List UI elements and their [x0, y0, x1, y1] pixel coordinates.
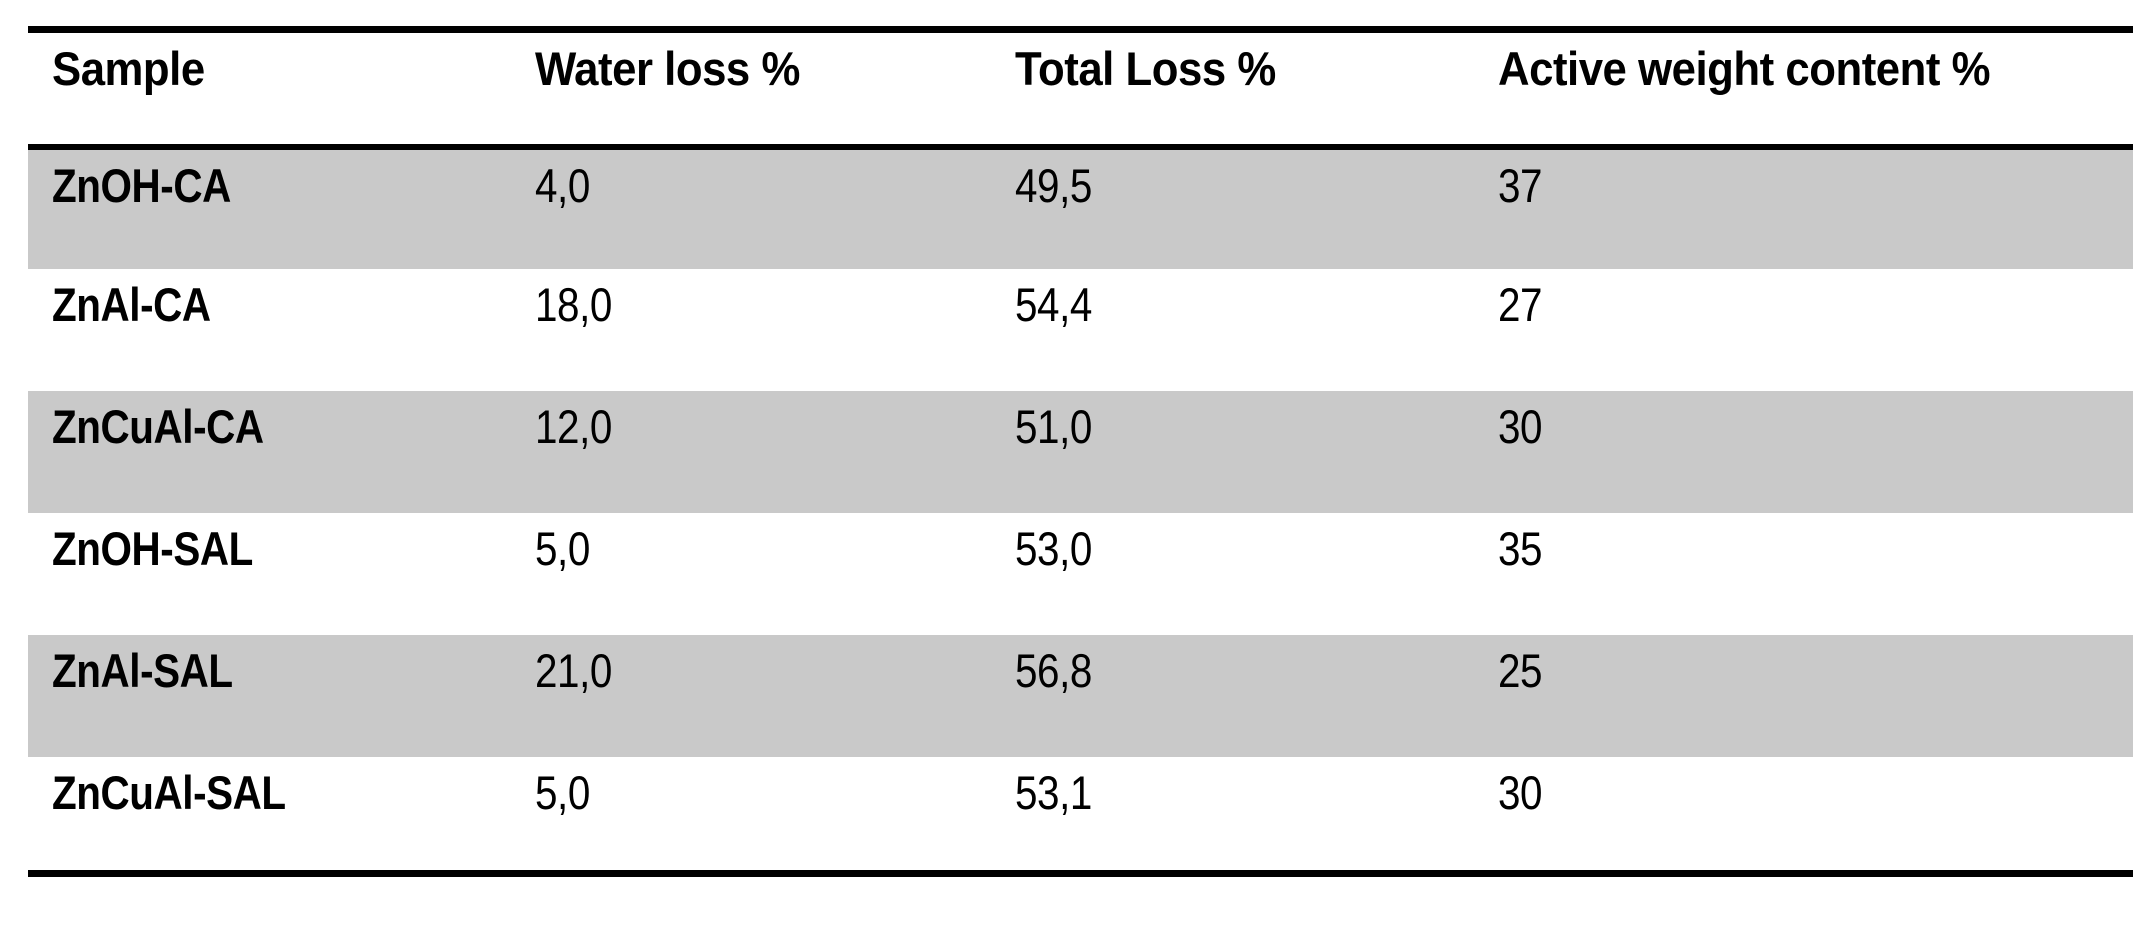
cell-value: 37 [1498, 158, 1543, 212]
cell-value: 5,0 [535, 521, 590, 575]
table-cell: 18,0 [511, 269, 991, 391]
col-header-water-loss: Water loss % [511, 30, 991, 147]
table-cell: 5,0 [511, 757, 991, 874]
cell-value: ZnOH-CA [52, 158, 231, 212]
cell-value: 35 [1498, 521, 1543, 575]
sample-name-cell: ZnOH-SAL [28, 513, 511, 635]
col-header-active-weight-content: Active weight content % [1474, 30, 2133, 147]
table-row: ZnAl-CA 18,0 54,4 27 [28, 269, 2133, 391]
table-header: Sample Water loss % Total Loss % Active wei… [28, 30, 2133, 147]
cell-value: ZnOH-SAL [52, 521, 253, 575]
table-cell: 54,4 [991, 269, 1474, 391]
table-cell: 56,8 [991, 635, 1474, 757]
table-body: ZnOH-CA 4,0 49,5 37 ZnAl-CA 18,0 54,4 27 ZnCuAl-… [28, 146, 2133, 874]
cell-value: ZnCuAl-SAL [52, 765, 286, 819]
cell-value: 51,0 [1015, 399, 1092, 453]
sample-name-cell: ZnCuAl-SAL [28, 757, 511, 874]
cell-value: 30 [1498, 399, 1543, 453]
table-cell: 30 [1474, 757, 2133, 874]
table-cell: 53,0 [991, 513, 1474, 635]
cell-value: 49,5 [1015, 158, 1092, 212]
table-cell: 5,0 [511, 513, 991, 635]
sample-name-cell: ZnCuAl-CA [28, 391, 511, 513]
table-cell: 4,0 [511, 147, 991, 269]
cell-value: 56,8 [1015, 643, 1092, 697]
col-header-label: Sample [52, 42, 205, 95]
table-row: ZnCuAl-CA 12,0 51,0 30 [28, 390, 2133, 513]
table-cell: 12,0 [511, 391, 991, 513]
table-row: ZnOH-SAL 5,0 53,0 35 [28, 513, 2133, 635]
col-header-sample: Sample [28, 30, 511, 147]
table-cell: 25 [1474, 635, 2133, 757]
sample-name-cell: ZnAl-CA [28, 269, 511, 391]
cell-value: 12,0 [535, 399, 612, 453]
header-row: Sample Water loss % Total Loss % Active wei… [28, 30, 2133, 147]
cell-value: 21,0 [535, 643, 612, 697]
cell-value: ZnAl-CA [52, 277, 211, 331]
table-cell: 37 [1474, 147, 2133, 269]
cell-value: 53,0 [1015, 521, 1092, 575]
table-row: ZnAl-SAL 21,0 56,8 25 [28, 634, 2133, 757]
table-cell: 35 [1474, 513, 2133, 635]
cell-value: 54,4 [1015, 277, 1092, 331]
col-header-label: Active weight content % [1498, 42, 1991, 95]
cell-value: 18,0 [535, 277, 612, 331]
cell-value: 30 [1498, 765, 1543, 819]
table-cell: 51,0 [991, 391, 1474, 513]
table-row: ZnCuAl-SAL 5,0 53,1 30 [28, 757, 2133, 874]
table-cell: 27 [1474, 269, 2133, 391]
cell-value: 53,1 [1015, 765, 1092, 819]
sample-name-cell: ZnOH-CA [28, 147, 511, 269]
col-header-label: Water loss % [535, 42, 800, 95]
table-cell: 21,0 [511, 635, 991, 757]
col-header-label: Total Loss % [1015, 42, 1276, 95]
cell-value: ZnAl-SAL [52, 643, 233, 697]
cell-value: 27 [1498, 277, 1543, 331]
cell-value: ZnCuAl-CA [52, 399, 264, 453]
results-table: Sample Water loss % Total Loss % Active wei… [28, 26, 2133, 877]
table-cell: 30 [1474, 391, 2133, 513]
table-row: ZnOH-CA 4,0 49,5 37 [28, 146, 2133, 269]
table-cell: 53,1 [991, 757, 1474, 874]
cell-value: 25 [1498, 643, 1543, 697]
sample-name-cell: ZnAl-SAL [28, 635, 511, 757]
table-cell: 49,5 [991, 147, 1474, 269]
cell-value: 4,0 [535, 158, 590, 212]
cell-value: 5,0 [535, 765, 590, 819]
col-header-total-loss: Total Loss % [991, 30, 1474, 147]
